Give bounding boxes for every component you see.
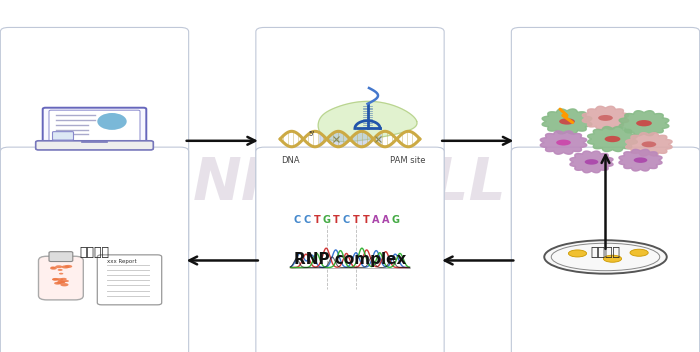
Polygon shape bbox=[540, 131, 587, 154]
FancyBboxPatch shape bbox=[256, 147, 444, 352]
Ellipse shape bbox=[605, 136, 620, 142]
FancyBboxPatch shape bbox=[49, 110, 140, 143]
Text: A: A bbox=[382, 215, 389, 225]
Ellipse shape bbox=[545, 240, 666, 274]
Ellipse shape bbox=[559, 118, 575, 125]
Polygon shape bbox=[619, 149, 662, 171]
Text: 设计方案: 设计方案 bbox=[80, 246, 109, 259]
Text: T: T bbox=[314, 215, 321, 225]
Polygon shape bbox=[626, 133, 672, 156]
Ellipse shape bbox=[556, 140, 571, 145]
FancyBboxPatch shape bbox=[511, 147, 700, 352]
Text: A: A bbox=[372, 215, 379, 225]
FancyBboxPatch shape bbox=[256, 27, 444, 254]
Ellipse shape bbox=[64, 280, 69, 282]
Ellipse shape bbox=[568, 250, 587, 257]
Ellipse shape bbox=[603, 255, 622, 262]
Ellipse shape bbox=[60, 283, 69, 287]
Ellipse shape bbox=[50, 266, 56, 269]
FancyBboxPatch shape bbox=[97, 255, 162, 305]
Text: PAM site: PAM site bbox=[390, 156, 425, 165]
FancyBboxPatch shape bbox=[38, 256, 83, 300]
Text: C: C bbox=[304, 215, 311, 225]
Text: G: G bbox=[323, 215, 331, 225]
Ellipse shape bbox=[50, 267, 57, 270]
Ellipse shape bbox=[57, 280, 66, 283]
Text: xxx Report: xxx Report bbox=[107, 259, 136, 264]
Text: T: T bbox=[333, 215, 340, 225]
Text: RNP complex: RNP complex bbox=[294, 252, 406, 267]
Polygon shape bbox=[542, 109, 592, 134]
Text: T: T bbox=[353, 215, 360, 225]
FancyBboxPatch shape bbox=[49, 252, 73, 262]
Ellipse shape bbox=[584, 159, 598, 165]
Ellipse shape bbox=[60, 281, 65, 283]
Ellipse shape bbox=[57, 269, 63, 271]
FancyBboxPatch shape bbox=[36, 141, 153, 150]
Polygon shape bbox=[318, 101, 417, 142]
Ellipse shape bbox=[57, 278, 63, 281]
FancyBboxPatch shape bbox=[1, 27, 189, 254]
Ellipse shape bbox=[55, 265, 62, 268]
Ellipse shape bbox=[641, 142, 657, 147]
Ellipse shape bbox=[630, 249, 648, 256]
Text: T: T bbox=[363, 215, 370, 225]
Ellipse shape bbox=[52, 278, 59, 281]
Text: DNA: DNA bbox=[281, 156, 300, 165]
Text: NMOCELL: NMOCELL bbox=[193, 155, 507, 212]
Ellipse shape bbox=[64, 265, 72, 268]
Text: C: C bbox=[294, 215, 301, 225]
Ellipse shape bbox=[57, 282, 63, 284]
Text: 5': 5' bbox=[308, 131, 314, 137]
Ellipse shape bbox=[598, 115, 613, 121]
Ellipse shape bbox=[634, 157, 648, 163]
FancyBboxPatch shape bbox=[52, 132, 74, 140]
Ellipse shape bbox=[62, 265, 69, 269]
Ellipse shape bbox=[52, 278, 57, 281]
FancyBboxPatch shape bbox=[511, 27, 700, 254]
FancyBboxPatch shape bbox=[1, 147, 189, 352]
Ellipse shape bbox=[54, 282, 61, 285]
Polygon shape bbox=[570, 151, 613, 173]
Ellipse shape bbox=[60, 281, 65, 283]
Ellipse shape bbox=[636, 120, 652, 126]
Text: C: C bbox=[343, 215, 350, 225]
Text: G: G bbox=[391, 215, 400, 225]
Text: 细胞转染: 细胞转染 bbox=[591, 246, 620, 259]
Polygon shape bbox=[619, 111, 669, 136]
Ellipse shape bbox=[97, 113, 127, 130]
Polygon shape bbox=[582, 106, 629, 130]
Ellipse shape bbox=[59, 273, 63, 275]
Polygon shape bbox=[587, 126, 638, 152]
Ellipse shape bbox=[60, 278, 66, 281]
FancyBboxPatch shape bbox=[43, 108, 146, 146]
